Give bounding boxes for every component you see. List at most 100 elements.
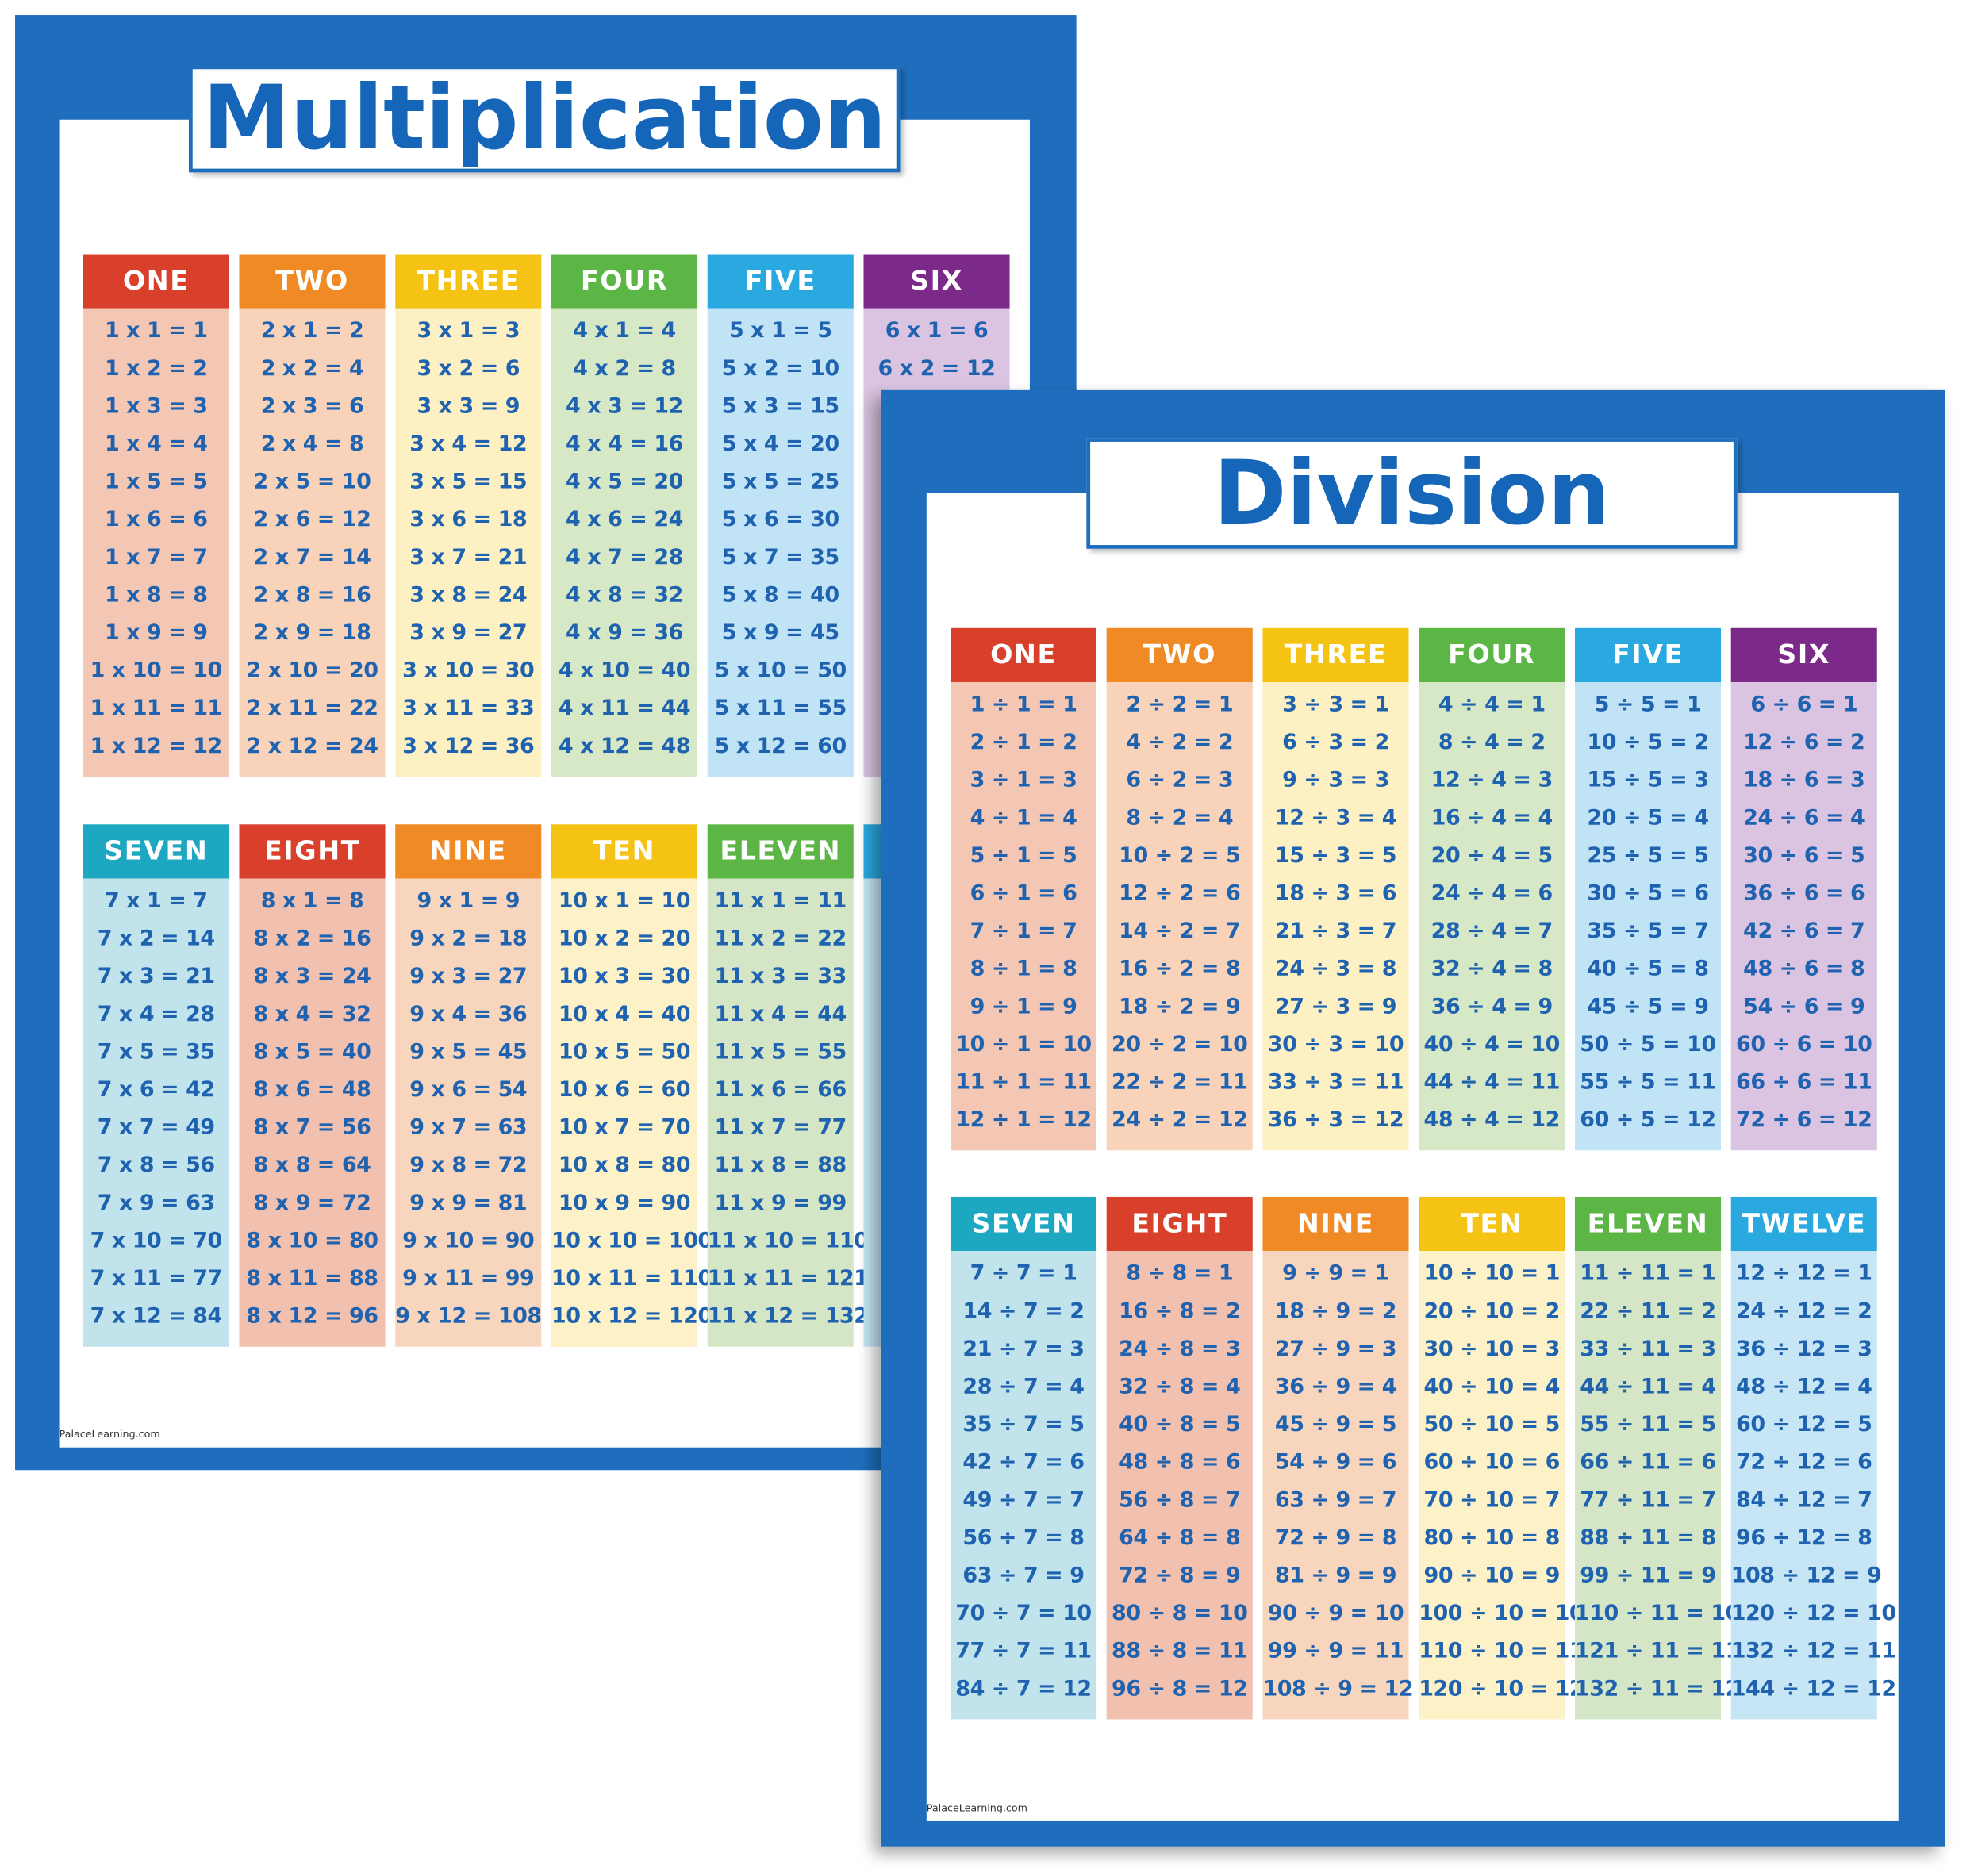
fact: 64 ÷ 8 = 8 [1119,1525,1241,1551]
column-body: 6 ÷ 6 = 1 12 ÷ 6 = 2 18 ÷ 6 = 3 24 ÷ 6 = 4 3… [1730,681,1877,1151]
fact: 25 ÷ 5 = 5 [1587,843,1709,869]
fact: 2 x 6 = 12 [253,507,371,533]
fact: 5 x 9 = 45 [721,620,839,646]
fact: 9 x 3 = 27 [409,964,528,990]
column-body: 8 ÷ 8 = 1 16 ÷ 8 = 2 24 ÷ 8 = 3 32 ÷ 8 = 4 4… [1106,1251,1253,1720]
column-header: THREE [1262,627,1409,682]
fact: 4 x 8 = 32 [566,582,683,608]
fact: 10 x 10 = 100 [551,1228,712,1254]
fact: 5 x 4 = 20 [721,432,839,457]
fact: 9 x 8 = 72 [409,1153,528,1179]
fact: 16 ÷ 2 = 8 [1119,956,1241,982]
fact: 6 ÷ 3 = 2 [1282,730,1389,756]
table-column: TWELVE 12 ÷ 12 = 1 24 ÷ 12 = 2 36 ÷ 12 = 3 4… [1730,1196,1896,1720]
fact: 11 x 3 = 33 [714,964,847,990]
fact: 22 ÷ 2 = 11 [1112,1069,1248,1095]
fact: 66 ÷ 11 = 6 [1580,1449,1716,1475]
fact: 10 x 5 = 50 [558,1039,691,1065]
fact: 10 x 3 = 30 [558,964,691,990]
fact: 2 x 8 = 16 [253,582,371,608]
fact: 36 ÷ 9 = 4 [1274,1374,1397,1400]
fact: 28 ÷ 4 = 7 [1431,919,1553,945]
column-body: 1 x 1 = 1 1 x 2 = 2 1 x 3 = 3 1 x 4 = 4 1 x … [83,308,229,777]
fact: 6 ÷ 1 = 6 [970,880,1077,907]
fact: 8 ÷ 1 = 8 [970,956,1077,982]
fact: 3 x 10 = 30 [402,658,535,684]
fact: 30 ÷ 10 = 3 [1423,1337,1561,1362]
fact: 8 x 7 = 56 [253,1114,371,1141]
fact: 10 x 8 = 80 [558,1153,691,1179]
column-body: 9 x 1 = 9 9 x 2 = 18 9 x 3 = 27 9 x 4 = 36 9… [395,878,542,1347]
table-column: FOUR 4 x 1 = 4 4 x 2 = 8 4 x 3 = 12 4 x 4 = … [551,254,698,777]
fact: 8 x 5 = 40 [253,1039,371,1065]
column-body: 10 x 1 = 10 10 x 2 = 20 10 x 3 = 30 10 x 4 … [551,878,712,1347]
fact: 36 ÷ 12 = 3 [1736,1337,1872,1362]
column-header: FIVE [707,254,854,309]
table-column: TEN 10 x 1 = 10 10 x 2 = 20 10 x 3 = 30 10 x… [551,824,712,1347]
footer: PalaceLearning.com [926,1802,1028,1814]
column-header: ONE [950,627,1097,682]
table-column: FIVE 5 x 1 = 5 5 x 2 = 10 5 x 3 = 15 5 x 4 =… [707,254,854,777]
fact: 42 ÷ 7 = 6 [962,1449,1085,1475]
column-header: EIGHT [1106,1196,1253,1252]
fact: 11 x 4 = 44 [714,1002,847,1027]
fact: 10 ÷ 10 = 1 [1423,1260,1561,1287]
column-body: 5 ÷ 5 = 1 10 ÷ 5 = 2 15 ÷ 5 = 3 20 ÷ 5 = 4 2… [1574,681,1722,1151]
column-body: 2 ÷ 2 = 1 4 ÷ 2 = 2 6 ÷ 2 = 3 8 ÷ 2 = 4 10 ÷… [1106,681,1253,1151]
fact: 36 ÷ 6 = 6 [1743,880,1865,907]
fact: 9 ÷ 3 = 3 [1282,767,1389,793]
footer: PalaceLearning.com [59,1428,160,1441]
fact: 56 ÷ 7 = 8 [962,1525,1085,1551]
column-body: 4 ÷ 4 = 1 8 ÷ 4 = 2 12 ÷ 4 = 3 16 ÷ 4 = 4 20… [1419,681,1565,1151]
fact: 1 x 10 = 10 [90,658,223,684]
column-body: 10 ÷ 10 = 1 20 ÷ 10 = 2 30 ÷ 10 = 3 40 ÷ 10… [1419,1251,1584,1720]
fact: 6 ÷ 2 = 3 [1126,767,1234,793]
fact: 5 x 12 = 60 [714,734,847,759]
column-header: SEVEN [950,1196,1097,1252]
fact: 3 x 11 = 33 [402,696,535,722]
fact: 11 ÷ 1 = 11 [955,1069,1092,1095]
fact: 3 x 4 = 12 [409,432,528,457]
fact: 2 x 3 = 6 [260,393,364,420]
fact: 77 ÷ 7 = 11 [955,1638,1092,1664]
fact: 11 x 12 = 132 [707,1303,869,1329]
table-column: ELEVEN 11 ÷ 11 = 1 22 ÷ 11 = 2 33 ÷ 11 = 3 4… [1574,1196,1740,1720]
fact: 35 ÷ 5 = 7 [1587,919,1709,945]
fact: 4 x 11 = 44 [558,696,691,722]
fact: 20 ÷ 4 = 5 [1431,843,1553,869]
fact: 40 ÷ 8 = 5 [1119,1412,1241,1438]
fact: 10 x 11 = 110 [551,1266,712,1291]
fact: 27 ÷ 9 = 3 [1274,1337,1397,1362]
fact: 10 x 6 = 60 [558,1077,691,1103]
fact: 1 x 2 = 2 [104,356,208,382]
fact: 72 ÷ 6 = 12 [1736,1107,1872,1134]
fact: 2 x 9 = 18 [253,620,371,646]
fact: 5 x 1 = 5 [728,318,832,344]
fact: 7 x 1 = 7 [104,888,208,914]
fact: 9 ÷ 1 = 9 [970,994,1077,1020]
fact: 5 x 8 = 40 [721,582,839,608]
fact: 24 ÷ 2 = 12 [1112,1107,1248,1134]
fact: 90 ÷ 10 = 9 [1423,1563,1561,1589]
fact: 45 ÷ 5 = 9 [1587,994,1709,1020]
fact: 24 ÷ 4 = 6 [1431,880,1553,907]
fact: 88 ÷ 11 = 8 [1580,1525,1716,1551]
fact: 4 x 10 = 40 [558,658,691,684]
column-body: 2 x 1 = 2 2 x 2 = 4 2 x 3 = 6 2 x 4 = 8 2 x … [239,308,386,777]
fact: 40 ÷ 10 = 4 [1423,1374,1561,1400]
fact: 5 x 2 = 10 [721,356,839,382]
fact: 5 x 3 = 15 [721,393,839,420]
column-header: TWO [1106,627,1253,682]
fact: 70 ÷ 10 = 7 [1423,1487,1561,1513]
fact: 55 ÷ 5 = 11 [1580,1069,1716,1095]
fact: 7 ÷ 7 = 1 [970,1260,1077,1287]
fact: 10 x 4 = 40 [558,1002,691,1027]
fact: 96 ÷ 8 = 12 [1112,1676,1248,1702]
fact: 5 ÷ 1 = 5 [970,843,1077,869]
fact: 4 x 7 = 28 [566,545,683,570]
column-body: 9 ÷ 9 = 1 18 ÷ 9 = 2 27 ÷ 9 = 3 36 ÷ 9 = 4 4… [1262,1251,1414,1720]
fact: 1 x 12 = 12 [90,734,223,759]
table-column: SEVEN 7 x 1 = 7 7 x 2 = 14 7 x 3 = 21 7 x 4 … [83,824,229,1347]
